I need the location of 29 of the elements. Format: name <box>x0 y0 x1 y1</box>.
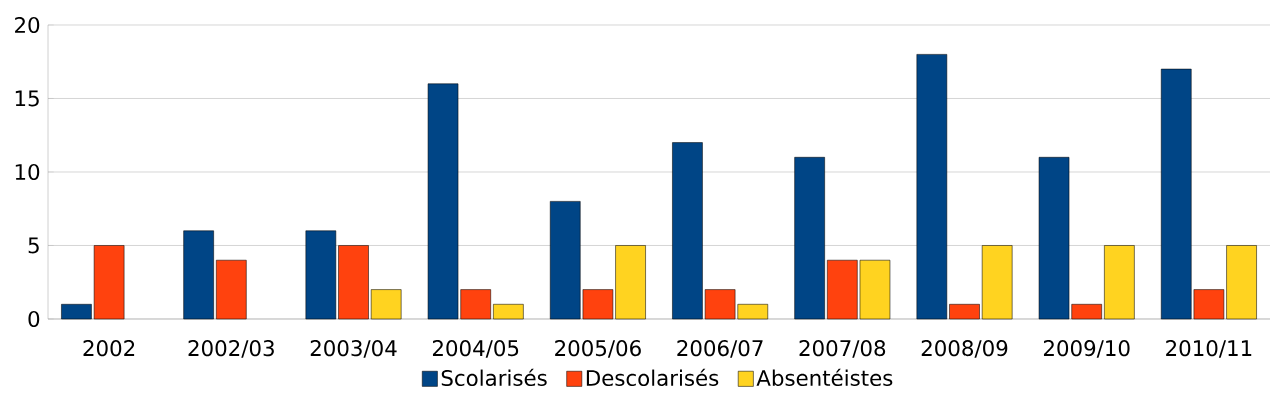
bar <box>370 289 402 320</box>
x-tick-label: 2005/06 <box>555 340 641 358</box>
x-tick-label: 2004/05 <box>432 340 519 358</box>
x-tick-label: 2006/07 <box>677 340 763 358</box>
y-tick-label: 10 <box>15 163 40 181</box>
bar <box>216 259 247 320</box>
x-tick-label: 2010/11 <box>1166 340 1252 358</box>
bar <box>493 304 524 320</box>
bar <box>981 245 1013 320</box>
bar <box>305 230 337 320</box>
x-tick-label: 2007/08 <box>799 340 886 358</box>
y-tick-label: 5 <box>28 237 39 254</box>
x-tick-label: 2009/10 <box>1043 340 1130 358</box>
x-tick-label: 2002 <box>83 340 135 357</box>
bar <box>794 157 825 320</box>
x-tick-label: 2002/03 <box>188 340 274 358</box>
legend-label: Scolarisés <box>441 368 547 387</box>
y-tick-label: 20 <box>15 16 40 34</box>
bar <box>949 304 980 320</box>
y-tick-label: 15 <box>15 90 39 107</box>
legend-label: Descolarisés <box>586 368 719 387</box>
x-tick-label: 2008/09 <box>921 340 1008 358</box>
bar <box>1104 245 1135 320</box>
bar <box>338 245 369 320</box>
legend-label: Absentéistes <box>756 368 893 387</box>
x-tick-label: 2003/04 <box>310 340 397 358</box>
y-tick-label: 0 <box>28 310 40 328</box>
bar <box>183 230 214 320</box>
bar <box>916 54 948 320</box>
